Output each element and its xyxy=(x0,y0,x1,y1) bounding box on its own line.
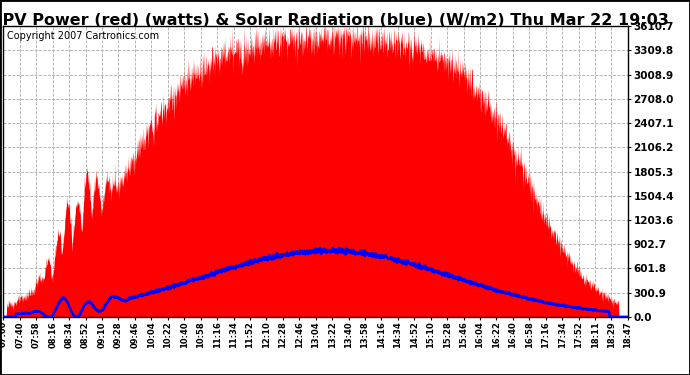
Text: Copyright 2007 Cartronics.com: Copyright 2007 Cartronics.com xyxy=(7,31,159,40)
Text: Total PV Power (red) (watts) & Solar Radiation (blue) (W/m2) Thu Mar 22 19:03: Total PV Power (red) (watts) & Solar Rad… xyxy=(0,13,669,28)
